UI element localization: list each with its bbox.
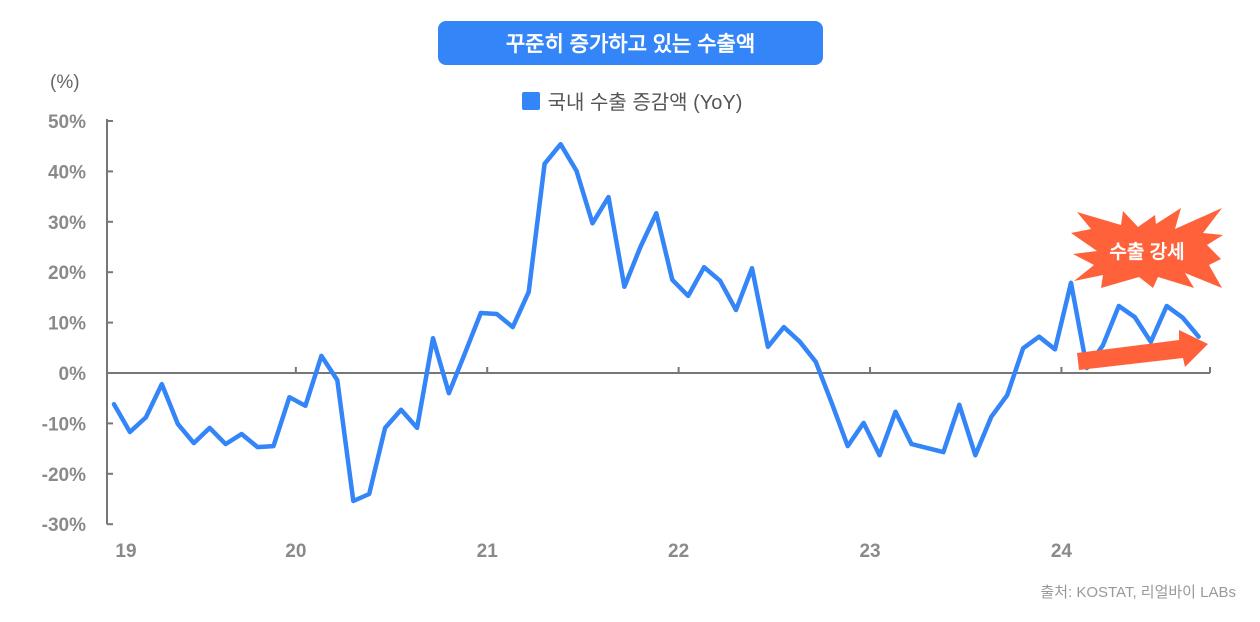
burst-label: 수출 강세 xyxy=(1109,241,1184,263)
y-tick-label: 50% xyxy=(48,112,86,133)
y-tick-label: -20% xyxy=(42,465,86,486)
y-tick-label: 10% xyxy=(48,314,86,335)
x-tick-label: 19 xyxy=(115,541,136,562)
y-tick-label: -10% xyxy=(42,414,86,435)
chart-title: 꾸준히 증가하고 있는 수출액 xyxy=(438,21,823,65)
legend: 국내 수출 증감액 (YoY) xyxy=(0,86,1260,115)
x-tick-label: 21 xyxy=(477,541,499,562)
y-tick-label: -30% xyxy=(42,515,86,536)
starburst-icon xyxy=(1071,208,1223,288)
y-tick-label: 40% xyxy=(48,162,86,183)
x-tick-label: 20 xyxy=(285,541,306,562)
legend-label: 국내 수출 증감액 (YoY) xyxy=(547,92,743,114)
y-tick-label: 20% xyxy=(48,263,86,284)
legend-swatch xyxy=(521,91,540,110)
x-tick-label: 24 xyxy=(1051,541,1073,562)
x-tick-label: 22 xyxy=(668,541,689,562)
source-note: 출처: KOSTAT, 리얼바이 LABs xyxy=(1040,584,1236,601)
x-tick-label: 23 xyxy=(859,541,880,562)
series-line xyxy=(111,141,1201,504)
y-tick-label: 30% xyxy=(48,213,86,234)
trend-arrow-icon xyxy=(1077,330,1208,370)
y-tick-label: 0% xyxy=(59,364,87,385)
y-axis-unit: (%) xyxy=(50,72,80,93)
